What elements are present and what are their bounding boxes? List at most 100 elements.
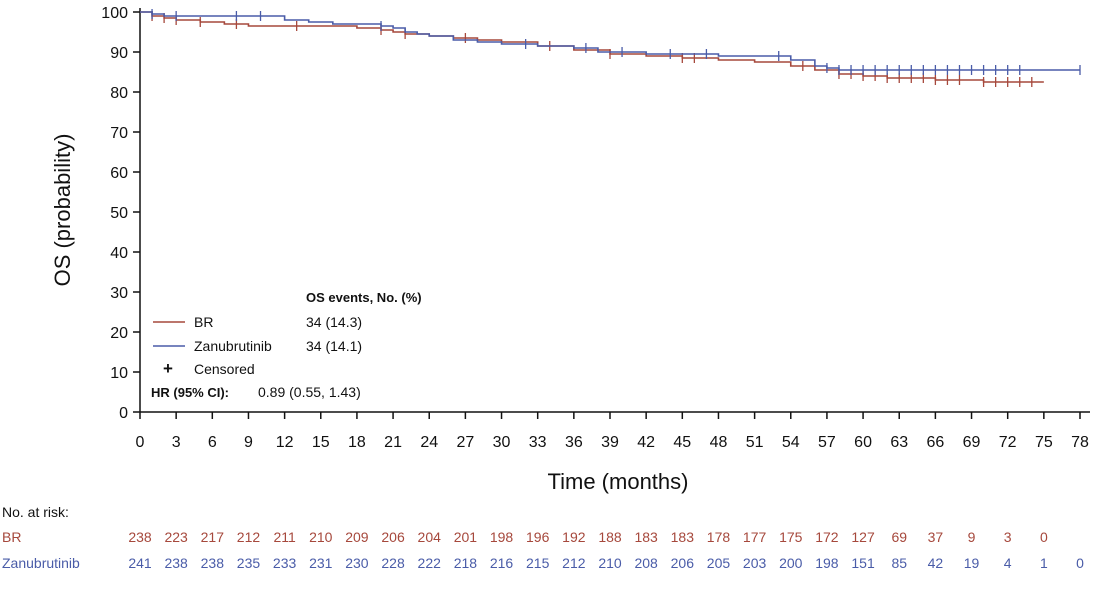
risk-value-zanubrutinib: 151 <box>851 555 875 571</box>
legend-br-events: 34 (14.3) <box>306 314 362 330</box>
risk-value-zanubrutinib: 218 <box>454 555 478 571</box>
y-tick-label: 40 <box>110 245 128 262</box>
y-ticks: 0 10 20 30 40 50 60 70 80 90 100 <box>101 5 140 422</box>
risk-value-zanubrutinib: 200 <box>779 555 803 571</box>
risk-value-zanubrutinib: 205 <box>707 555 731 571</box>
risk-value-br: 3 <box>1004 529 1012 545</box>
risk-value-br: 69 <box>891 529 907 545</box>
risk-row-br-values: 238 223 217 212 211 210 209 206 204 201 198 196 192 1… <box>128 529 1048 545</box>
y-tick-label: 50 <box>110 205 128 222</box>
risk-value-zanubrutinib: 203 <box>743 555 767 571</box>
x-tick-label: 51 <box>746 434 764 451</box>
legend-zanubrutinib-events: 34 (14.1) <box>306 338 362 354</box>
curves <box>140 9 1081 87</box>
x-tick-label: 33 <box>529 434 547 451</box>
risk-value-zanubrutinib: 216 <box>490 555 514 571</box>
risk-value-br: 175 <box>779 529 803 545</box>
curve-zanubrutinib <box>140 11 1080 71</box>
legend-header: OS events, No. (%) <box>306 290 422 305</box>
risk-value-zanubrutinib: 241 <box>128 555 152 571</box>
risk-value-br: 0 <box>1040 529 1048 545</box>
x-tick-label: 27 <box>456 434 474 451</box>
risk-value-zanubrutinib: 222 <box>418 555 442 571</box>
risk-value-zanubrutinib: 42 <box>928 555 944 571</box>
risk-value-br: 217 <box>201 529 225 545</box>
risk-table: No. at risk: BR Zanubrutinib 238 223 217 21… <box>2 504 1084 571</box>
risk-value-zanubrutinib: 233 <box>273 555 297 571</box>
legend: OS events, No. (%) BR 34 (14.3) Zanubrut… <box>151 290 422 400</box>
y-tick-label: 0 <box>119 405 128 422</box>
x-axis-title: Time (months) <box>548 469 689 494</box>
legend-zanubrutinib-label: Zanubrutinib <box>194 338 272 354</box>
x-tick-label: 45 <box>673 434 691 451</box>
risk-value-br: 211 <box>273 529 296 545</box>
y-tick-label: 20 <box>110 325 128 342</box>
x-tick-label: 60 <box>854 434 872 451</box>
x-tick-label: 12 <box>276 434 294 451</box>
risk-value-br: 183 <box>634 529 658 545</box>
y-tick-label: 90 <box>110 45 128 62</box>
risk-value-br: 204 <box>418 529 442 545</box>
risk-value-zanubrutinib: 0 <box>1076 555 1084 571</box>
risk-value-zanubrutinib: 235 <box>237 555 261 571</box>
x-tick-label: 18 <box>348 434 366 451</box>
x-tick-label: 9 <box>244 434 253 451</box>
risk-value-zanubrutinib: 230 <box>345 555 369 571</box>
curve-br <box>140 11 1044 83</box>
x-tick-label: 78 <box>1071 434 1089 451</box>
risk-value-zanubrutinib: 1 <box>1040 555 1048 571</box>
legend-br-label: BR <box>194 314 213 330</box>
risk-value-zanubrutinib: 19 <box>964 555 980 571</box>
risk-value-zanubrutinib: 198 <box>815 555 839 571</box>
x-tick-label: 54 <box>782 434 800 451</box>
x-ticks: 0 3 6 9 12 15 18 21 24 27 30 33 36 39 42 45 48 51 54 57 60 63… <box>136 412 1089 451</box>
risk-row-zanubrutinib-name: Zanubrutinib <box>2 555 80 571</box>
x-tick-label: 69 <box>963 434 981 451</box>
hr-value: 0.89 (0.55, 1.43) <box>258 384 361 400</box>
x-tick-label: 30 <box>493 434 511 451</box>
risk-value-zanubrutinib: 85 <box>891 555 907 571</box>
risk-value-br: 209 <box>345 529 369 545</box>
risk-value-br: 127 <box>851 529 875 545</box>
risk-value-zanubrutinib: 206 <box>671 555 695 571</box>
risk-value-zanubrutinib: 210 <box>598 555 622 571</box>
risk-value-br: 37 <box>928 529 944 545</box>
risk-value-br: 183 <box>671 529 695 545</box>
x-tick-label: 48 <box>710 434 728 451</box>
risk-value-br: 192 <box>562 529 586 545</box>
x-tick-label: 21 <box>384 434 402 451</box>
y-tick-label: 100 <box>101 5 128 22</box>
risk-value-zanubrutinib: 208 <box>634 555 658 571</box>
risk-value-br: 196 <box>526 529 550 545</box>
risk-value-zanubrutinib: 238 <box>164 555 188 571</box>
risk-value-br: 172 <box>815 529 839 545</box>
risk-value-br: 201 <box>454 529 478 545</box>
risk-value-zanubrutinib: 215 <box>526 555 550 571</box>
hr-label: HR (95% CI): <box>151 385 229 400</box>
risk-value-zanubrutinib: 228 <box>381 555 405 571</box>
risk-table-title: No. at risk: <box>2 504 69 520</box>
risk-value-zanubrutinib: 212 <box>562 555 586 571</box>
x-tick-label: 3 <box>172 434 181 451</box>
risk-row-br-name: BR <box>2 529 21 545</box>
risk-value-br: 238 <box>128 529 152 545</box>
y-tick-label: 30 <box>110 285 128 302</box>
x-tick-label: 39 <box>601 434 619 451</box>
x-tick-label: 72 <box>999 434 1017 451</box>
risk-row-zanubrutinib-values: 241 238 238 235 233 231 230 228 222 218 216 215 212 2… <box>128 555 1084 571</box>
risk-value-br: 177 <box>743 529 767 545</box>
y-tick-label: 10 <box>110 365 128 382</box>
x-tick-label: 0 <box>136 434 145 451</box>
risk-value-br: 9 <box>968 529 976 545</box>
x-tick-label: 63 <box>890 434 908 451</box>
legend-censored-symbol: + <box>163 359 173 378</box>
risk-value-br: 223 <box>164 529 188 545</box>
x-tick-label: 24 <box>420 434 438 451</box>
axes <box>139 8 1090 413</box>
risk-value-br: 210 <box>309 529 333 545</box>
legend-censored-label: Censored <box>194 361 255 377</box>
risk-value-br: 178 <box>707 529 731 545</box>
x-tick-label: 75 <box>1035 434 1053 451</box>
risk-value-br: 198 <box>490 529 514 545</box>
